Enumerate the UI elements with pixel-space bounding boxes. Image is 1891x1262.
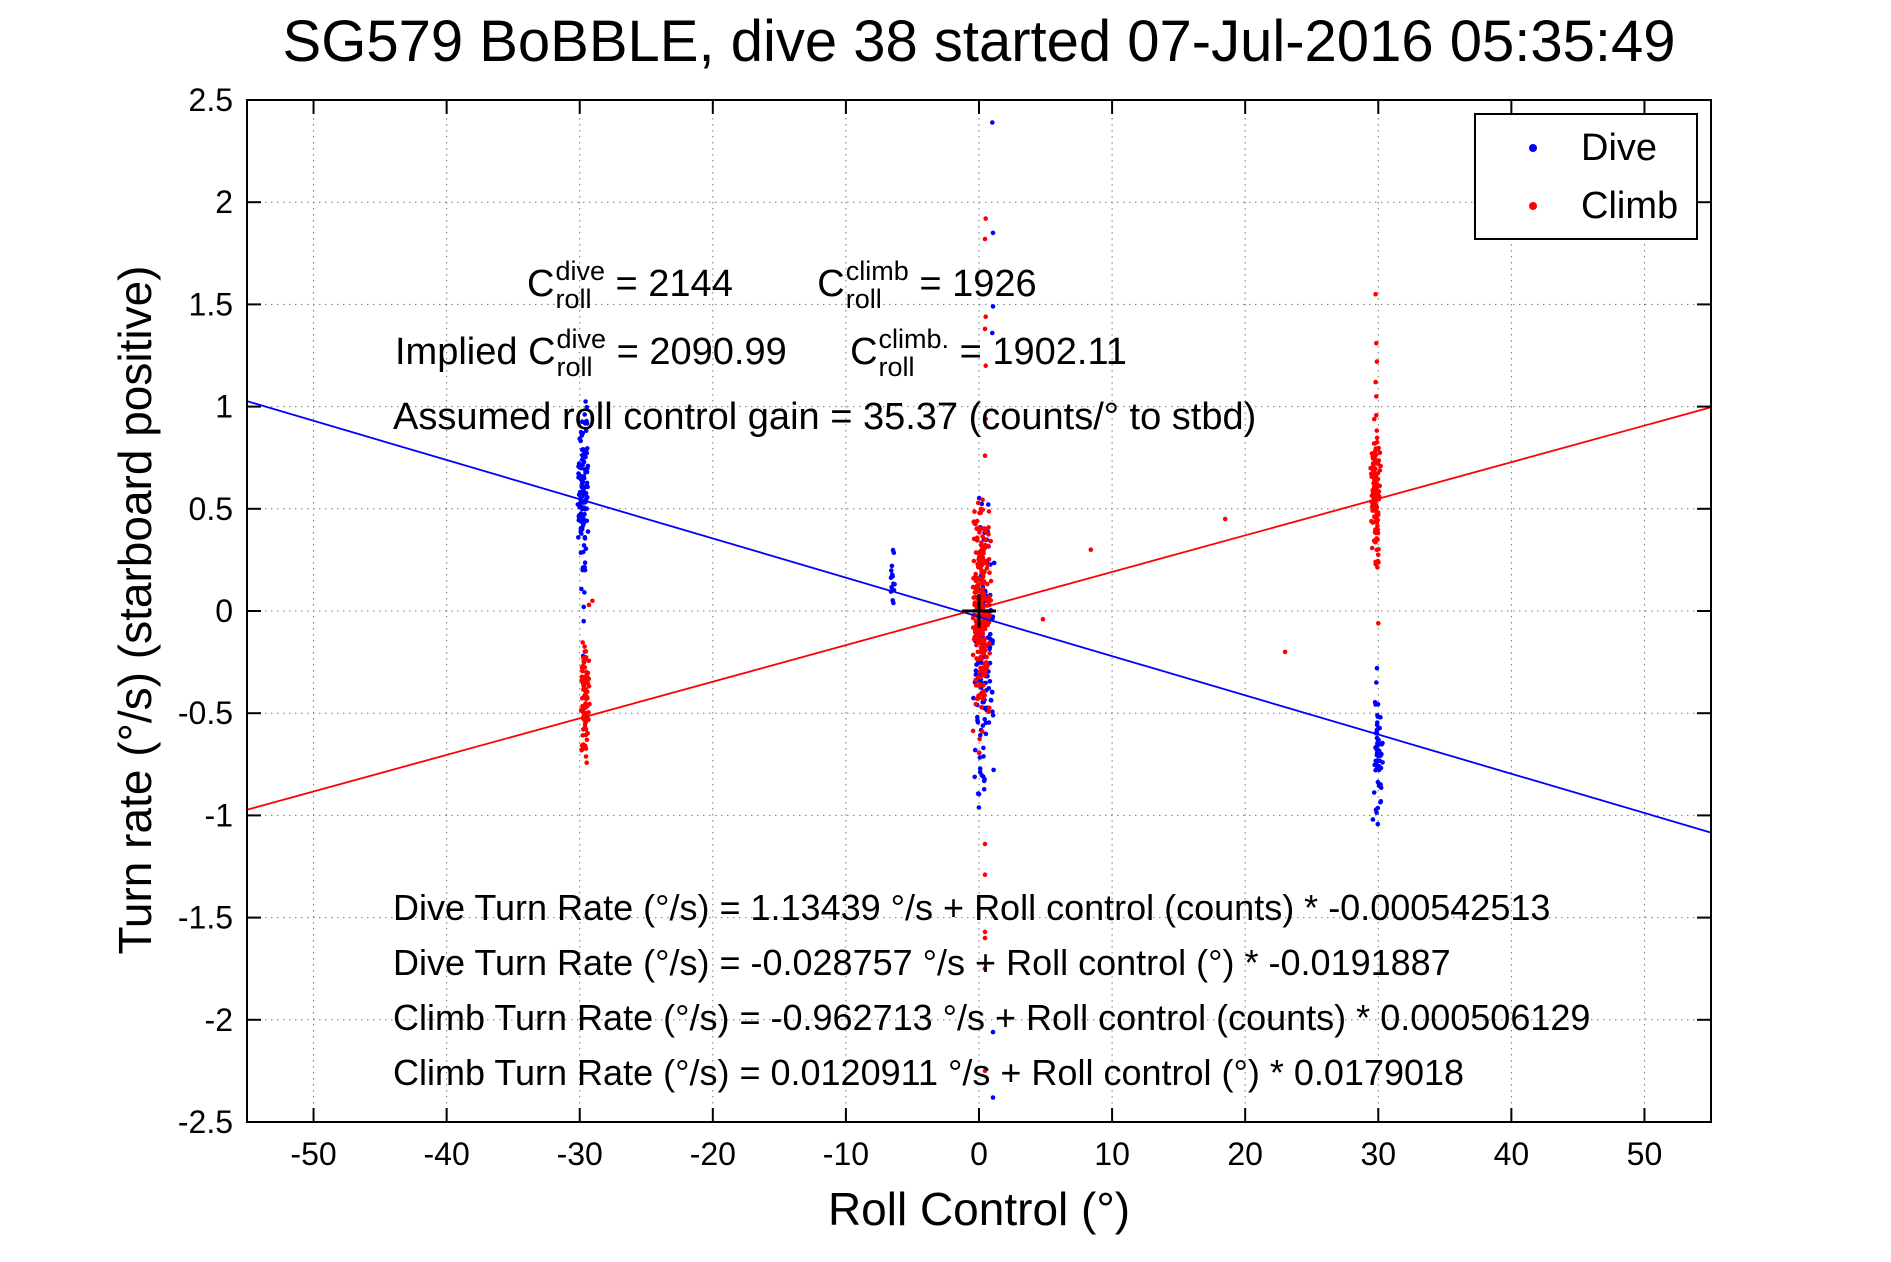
annotation-text (733, 263, 817, 306)
x-tick-label: -50 (290, 1136, 336, 1172)
fit-equations: Dive Turn Rate (°/s) = 1.13439 °/s + Rol… (393, 880, 1590, 1100)
legend-entry-dive: Dive (1476, 126, 1696, 169)
dive-marker-icon (1529, 144, 1537, 152)
fit-equation-line: Dive Turn Rate (°/s) = 1.13439 °/s + Rol… (393, 886, 1551, 928)
annotation-text (787, 331, 850, 374)
x-tick-label: 0 (970, 1136, 988, 1172)
x-tick-label: 50 (1627, 1136, 1663, 1172)
x-tick-label: -30 (557, 1136, 603, 1172)
tick-marks (247, 99, 1711, 1123)
annotation-roll-gain: Assumed roll control gain = 35.37 (count… (393, 387, 1256, 447)
y-tick-label: 2.5 (189, 82, 233, 118)
plot-title: SG579 BoBBLE, dive 38 started 07-Jul-201… (282, 9, 1676, 74)
y-tick-label: -1.5 (178, 900, 233, 936)
origin-cross-marker (962, 594, 996, 628)
tick-labels: -50 -40 -30 -20 -10 0 10 20 30 40 50 2.5 2 1.5 1 0.5 0 -0… (178, 82, 1662, 1172)
x-tick-label: 30 (1360, 1136, 1396, 1172)
y-tick-label: -2 (205, 1002, 233, 1038)
y-tick-label: -0.5 (178, 695, 233, 731)
x-tick-label: -10 (823, 1136, 869, 1172)
y-tick-label: 0 (215, 593, 233, 629)
annotation-text: = 2144 (604, 262, 733, 305)
legend: Dive Climb (1474, 113, 1698, 240)
climb-marker-icon (1529, 202, 1537, 210)
legend-entry-climb: Climb (1476, 184, 1696, 227)
annotation-text: Implied (395, 330, 529, 373)
y-tick-label: 1.5 (189, 286, 233, 322)
annotation-text: = 1902.11 (949, 330, 1127, 373)
annotation-text: = 2090.99 (606, 330, 787, 373)
fit-equation-line: Dive Turn Rate (°/s) = -0.028757 °/s + R… (393, 941, 1451, 983)
x-tick-label: 40 (1494, 1136, 1530, 1172)
x-axis-label: Roll Control (°) (827, 1183, 1131, 1235)
y-tick-label: 0.5 (189, 491, 233, 527)
fit-equation-line: Climb Turn Rate (°/s) = -0.962713 °/s + … (393, 996, 1591, 1038)
x-tick-label: -20 (690, 1136, 736, 1172)
x-tick-label: 20 (1227, 1136, 1263, 1172)
y-axis-label: Turn rate (°/s) (starboard positive) (109, 265, 161, 955)
x-tick-label: -40 (424, 1136, 470, 1172)
climb-points (578, 216, 1383, 1074)
fit-equation-line: Climb Turn Rate (°/s) = 0.0120911 °/s + … (393, 1051, 1465, 1093)
legend-label: Dive (1581, 126, 1658, 169)
y-tick-label: 2 (215, 184, 233, 220)
annotation-text: Assumed roll control gain = 35.37 (count… (393, 395, 1257, 438)
y-tick-label: -2.5 (178, 1104, 233, 1140)
y-tick-label: 1 (215, 389, 233, 425)
annotation-text: = 1926 (908, 262, 1037, 305)
y-tick-label: -1 (205, 797, 233, 833)
x-tick-label: 10 (1094, 1136, 1130, 1172)
legend-label: Climb (1581, 184, 1679, 227)
